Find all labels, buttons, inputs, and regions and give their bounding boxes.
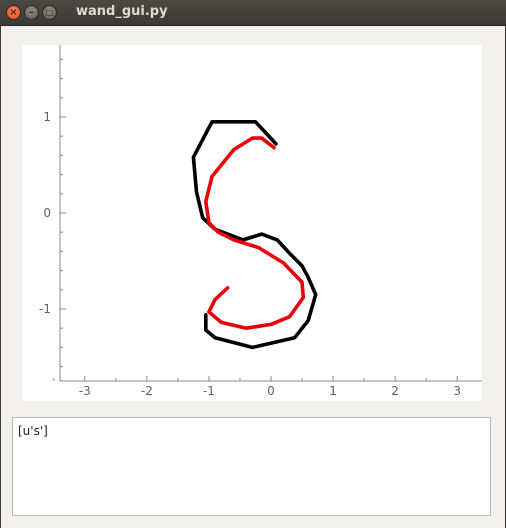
recognition-output-box[interactable]: [u's']	[12, 417, 491, 516]
smoothed-gesture-line	[204, 136, 306, 331]
window-title: wand_gui.py	[76, 4, 168, 19]
minimize-window-button[interactable]: –	[24, 5, 39, 20]
maximize-window-button[interactable]: □	[42, 5, 57, 20]
gesture-plot: -3 -2 -1 0 1 2 3 -1 0 1	[39, 45, 482, 398]
plot-panel: -3 -2 -1 0 1 2 3 -1 0 1	[22, 45, 482, 401]
x-tick-label: -3	[79, 384, 91, 398]
y-tick-label: 0	[43, 206, 51, 220]
y-tick-label: 1	[43, 110, 51, 124]
x-tick-label: 1	[329, 384, 337, 398]
x-tick-label: 3	[453, 384, 461, 398]
window-border-left	[0, 26, 1, 528]
raw-gesture-line	[191, 120, 318, 350]
y-tick-label: -1	[39, 302, 51, 316]
x-tick-label: 2	[391, 384, 399, 398]
x-tick-label: 0	[267, 384, 275, 398]
close-window-button[interactable]: ×	[6, 5, 21, 20]
window-titlebar[interactable]: × – □ wand_gui.py	[0, 0, 506, 26]
recognition-output-text: [u's']	[18, 424, 48, 438]
x-tick-label: -2	[141, 384, 153, 398]
x-tick-label: -1	[203, 384, 215, 398]
